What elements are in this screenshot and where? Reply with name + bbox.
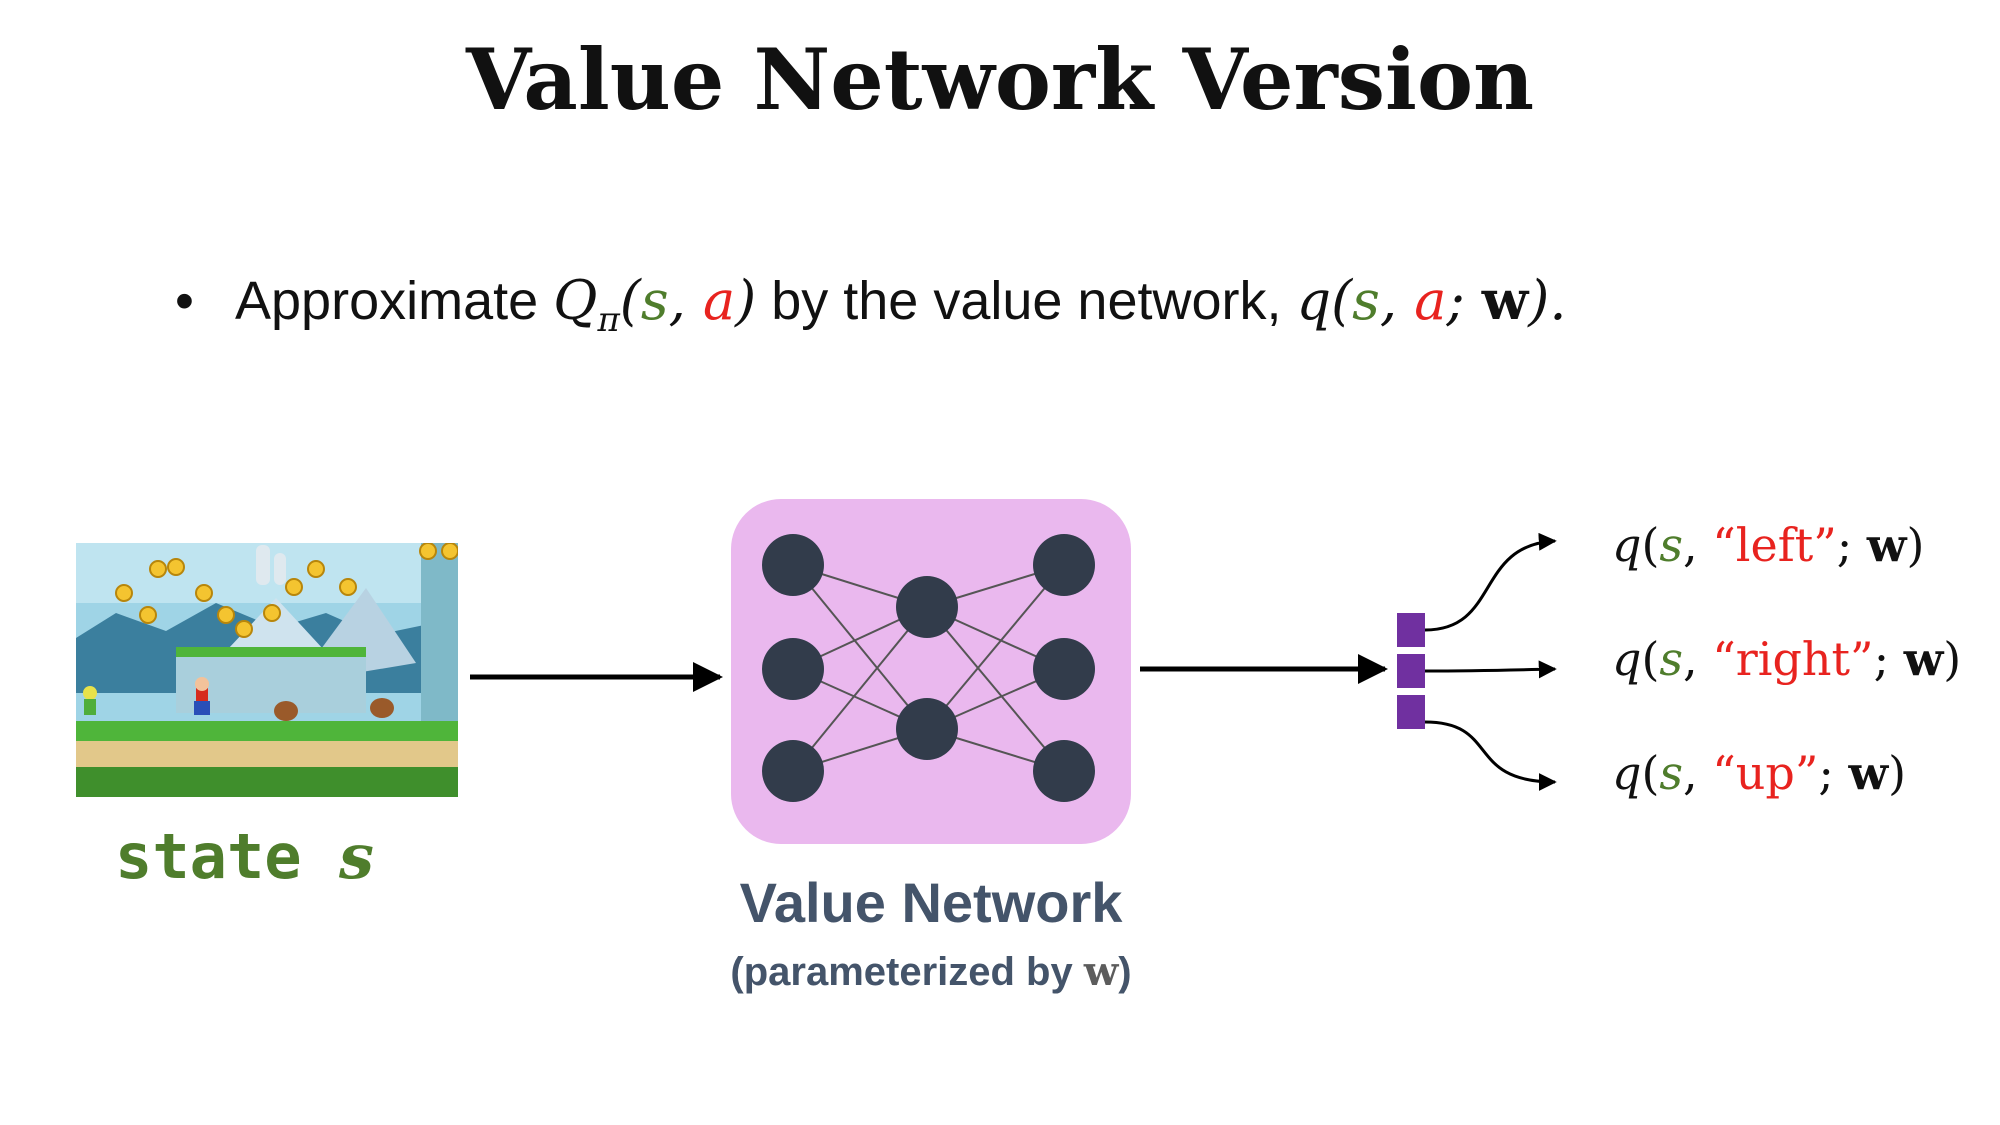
bullet-text-approximate: Approximate [235, 271, 554, 331]
input-node-1 [762, 534, 824, 596]
output-label-left: q(s, “left”; w) [1612, 518, 1924, 572]
math-semicolon: ; [1446, 269, 1482, 332]
q-state: s [1659, 632, 1684, 686]
output-arrow-up [1424, 720, 1557, 791]
math-comma-2: , [1379, 269, 1415, 332]
q-comma: , [1683, 746, 1713, 800]
input-node-2 [762, 638, 824, 700]
math-paren-close-period: ). [1528, 269, 1567, 332]
subtitle-pre: (parameterized by [730, 950, 1084, 994]
state-label-word: state [115, 820, 339, 893]
q-comma: , [1683, 632, 1713, 686]
q-semi: ; [1818, 746, 1849, 800]
math-action-a-2: a [1414, 269, 1447, 332]
q-open: ( [1641, 632, 1660, 686]
slide-title: Value Network Version [465, 30, 1535, 129]
game-scene-illustration [76, 543, 458, 797]
output-arrow-left [1424, 532, 1557, 632]
state-label-var: s [338, 820, 374, 893]
output-vector-cell-2 [1397, 654, 1425, 688]
q-state: s [1659, 746, 1684, 800]
q-open: ( [1641, 746, 1660, 800]
output-vector-cell-1 [1397, 613, 1425, 647]
math-paren-open-2: ( [1331, 269, 1353, 332]
q-symbol: q [1612, 518, 1642, 572]
q-semi: ; [1836, 518, 1867, 572]
q-close: ) [1888, 746, 1907, 800]
output-label-right: q(s, “right”; w) [1612, 632, 1961, 686]
subtitle-post: ) [1118, 950, 1132, 994]
input-node-3 [762, 740, 824, 802]
state-label: state s [115, 820, 374, 893]
q-weights: w [1903, 632, 1944, 686]
math-Q: Q [553, 269, 598, 332]
q-state: s [1659, 518, 1684, 572]
hidden-node-2 [896, 698, 958, 760]
output-label-up: q(s, “up”; w) [1612, 746, 1906, 800]
q-open: ( [1641, 518, 1660, 572]
q-action: “up” [1712, 746, 1819, 800]
bullet-text-by-value-network: by the value network, [756, 271, 1297, 331]
q-weights: w [1866, 518, 1907, 572]
math-weights-w: w [1481, 268, 1529, 332]
output-node-3 [1033, 740, 1095, 802]
q-close: ) [1943, 632, 1962, 686]
bullet-marker: • [175, 271, 194, 331]
q-symbol: q [1612, 632, 1642, 686]
value-network-title: Value Network [739, 871, 1123, 934]
output-node-2 [1033, 638, 1095, 700]
math-action-a: a [702, 269, 736, 332]
bullet-point: • Approximate Qπ(s, a) by the value netwo… [175, 268, 1567, 340]
q-weights: w [1848, 746, 1889, 800]
q-symbol: q [1612, 746, 1642, 800]
subtitle-w: w [1083, 948, 1119, 995]
math-paren-close: ) [735, 269, 757, 332]
q-comma: , [1683, 518, 1713, 572]
value-network-subtitle: (parameterized by w) [681, 948, 1181, 995]
output-vector-cell-3 [1397, 695, 1425, 729]
q-action: “left” [1712, 518, 1837, 572]
hidden-node-1 [896, 576, 958, 638]
output-node-1 [1033, 534, 1095, 596]
math-pi-subscript: π [597, 300, 620, 340]
math-comma: , [668, 269, 703, 332]
q-semi: ; [1873, 632, 1904, 686]
math-q: q [1296, 269, 1332, 332]
math-state-s: s [640, 269, 669, 332]
math-state-s-2: s [1352, 269, 1380, 332]
q-close: ) [1906, 518, 1925, 572]
q-action: “right” [1712, 632, 1874, 686]
math-paren-open: ( [619, 269, 641, 332]
game-screenshot-image [76, 543, 458, 797]
output-arrow-right [1424, 660, 1557, 679]
